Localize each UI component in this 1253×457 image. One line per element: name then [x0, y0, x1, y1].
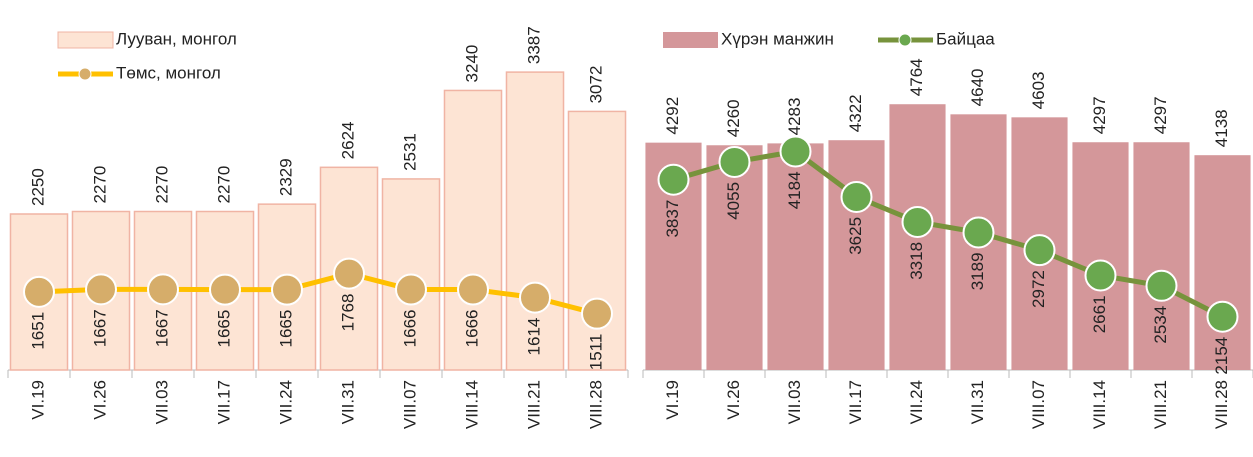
x-tick-label: VII.31 — [968, 380, 987, 424]
marker — [903, 207, 933, 237]
data-label: 3240 — [462, 45, 481, 83]
data-label: 1768 — [338, 294, 357, 332]
x-tick-label: VIII.07 — [1029, 380, 1048, 429]
data-label: 2270 — [152, 166, 171, 204]
x-tick-label: VII.24 — [907, 380, 926, 424]
marker — [458, 275, 488, 305]
legend-label: Байцаа — [936, 29, 995, 48]
marker — [1147, 271, 1177, 301]
data-label: 2534 — [1151, 306, 1170, 344]
marker — [210, 275, 240, 305]
x-tick-label: VII.03 — [785, 380, 804, 424]
legend-marker — [899, 34, 911, 46]
legend-label: Лууван, монгол — [116, 29, 237, 48]
data-label: 1665 — [276, 310, 295, 348]
marker — [582, 299, 612, 329]
marker — [1025, 235, 1055, 265]
x-tick-label: VII.17 — [846, 380, 865, 424]
marker — [781, 136, 811, 166]
chart: VI.19 VI.26 VII.03 VII.17 VII.24 VII.31 VIII.0… — [8, 26, 628, 429]
data-label: 2250 — [28, 168, 47, 206]
chart: VI.19 VI.26 VII.03 VII.17 VII.24 VII.31 VIII.0… — [643, 29, 1253, 429]
data-label: 1667 — [152, 309, 171, 347]
data-label: 3072 — [586, 66, 605, 104]
marker — [842, 182, 872, 212]
data-label: 3387 — [524, 26, 543, 64]
marker — [272, 275, 302, 305]
x-tick-label: VII.17 — [214, 380, 233, 424]
marker — [964, 217, 994, 247]
data-label: 2624 — [338, 121, 357, 159]
data-label: 4292 — [663, 97, 682, 135]
legend-marker — [79, 68, 91, 80]
x-tick-label: VI.19 — [28, 380, 47, 420]
data-label: 2329 — [276, 158, 295, 196]
data-label: 2270 — [90, 166, 109, 204]
data-label: 4297 — [1090, 96, 1109, 134]
data-label: 4603 — [1029, 71, 1048, 109]
marker — [396, 275, 426, 305]
x-tick-label: VII.31 — [338, 380, 357, 424]
legend-swatch — [58, 32, 113, 48]
x-tick-label: VIII.14 — [462, 380, 481, 429]
data-label: 4184 — [785, 171, 804, 209]
data-label: 2531 — [400, 133, 419, 171]
legend-label: Хүрэн манжин — [721, 29, 834, 48]
data-label: 2154 — [1212, 337, 1231, 375]
x-tick-label: VII.24 — [276, 380, 295, 424]
x-tick-label: VI.26 — [90, 380, 109, 420]
data-label: 1651 — [28, 312, 47, 350]
marker — [1208, 302, 1238, 332]
x-tick-label: VIII.21 — [524, 380, 543, 429]
data-label: 2972 — [1029, 270, 1048, 308]
data-label: 2661 — [1090, 295, 1109, 333]
legend-swatch — [663, 32, 718, 48]
x-tick-label: VIII.07 — [400, 380, 419, 429]
data-label: 4283 — [785, 98, 804, 136]
marker — [720, 147, 750, 177]
bar — [706, 145, 762, 370]
marker — [334, 259, 364, 289]
data-label: 1665 — [214, 310, 233, 348]
x-tick-label: VIII.21 — [1151, 380, 1170, 429]
page: VI.19 VI.26 VII.03 VII.17 VII.24 VII.31 VIII.0… — [0, 0, 1253, 457]
data-label: 4640 — [968, 68, 987, 106]
bar — [1072, 142, 1128, 370]
data-label: 4055 — [724, 182, 743, 220]
data-label: 1666 — [400, 310, 419, 348]
data-label: 1511 — [586, 334, 605, 371]
x-tick-label: VI.19 — [663, 380, 682, 420]
data-label: 1666 — [462, 310, 481, 348]
data-label: 1614 — [524, 318, 543, 356]
marker — [1086, 260, 1116, 290]
data-label: 3318 — [907, 242, 926, 280]
data-label: 4297 — [1151, 96, 1170, 134]
data-label: 3837 — [663, 200, 682, 238]
x-tick-label: VIII.14 — [1090, 380, 1109, 429]
data-label: 3625 — [846, 217, 865, 255]
marker — [520, 283, 550, 313]
x-tick-label: VI.26 — [724, 380, 743, 420]
data-label: 4260 — [724, 99, 743, 137]
data-label: 4764 — [907, 58, 926, 96]
bar — [568, 111, 625, 370]
x-tick-label: VIII.28 — [586, 380, 605, 429]
data-label: 1667 — [90, 309, 109, 347]
data-label: 2270 — [214, 166, 233, 204]
legend-label: Төмс, монгол — [116, 63, 221, 82]
data-label: 4322 — [846, 94, 865, 132]
data-label: 4138 — [1212, 109, 1231, 147]
marker — [659, 165, 689, 195]
marker — [148, 274, 178, 304]
marker — [86, 274, 116, 304]
marker — [24, 277, 54, 307]
x-tick-label: VIII.28 — [1212, 380, 1231, 429]
data-label: 3189 — [968, 252, 987, 290]
x-tick-label: VII.03 — [152, 380, 171, 424]
